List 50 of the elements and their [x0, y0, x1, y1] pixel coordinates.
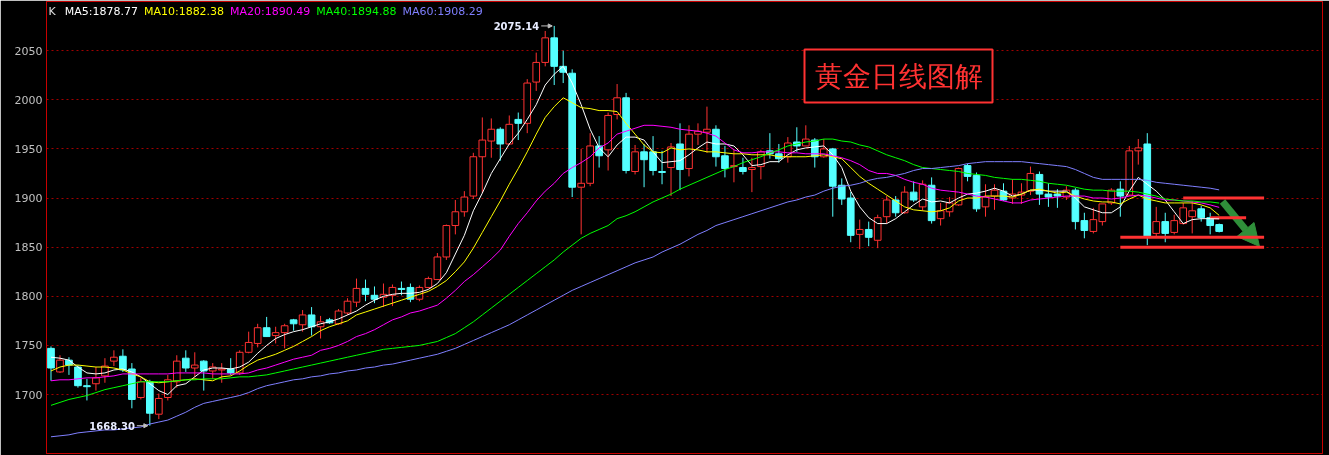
candlestick [873, 214, 882, 249]
candlestick [298, 309, 307, 333]
candlestick [199, 359, 208, 392]
candlestick [703, 106, 711, 154]
text: MA10:1882.38 [143, 5, 225, 18]
candlestick [667, 142, 675, 197]
candlestick [505, 114, 514, 146]
annotation: 1668.30 [89, 420, 135, 432]
candlestick [496, 126, 505, 162]
candlestick [909, 180, 918, 203]
candlestick [918, 179, 927, 212]
candlestick [92, 366, 100, 392]
candlestick [900, 185, 909, 215]
text: MA5:1878.77 [64, 5, 138, 18]
y-tick-label: 2050 [14, 44, 43, 58]
text: 黄金日线图解 [814, 59, 983, 93]
candlestick [748, 157, 756, 193]
line-series [50, 161, 1220, 438]
candlestick [882, 195, 891, 225]
legend-title: K [48, 5, 57, 18]
text: MA40:1894.88 [316, 5, 397, 18]
candlestick [613, 83, 621, 120]
y-tick-label: 1900 [14, 192, 43, 206]
candlestick [739, 157, 747, 175]
candlestick [190, 351, 199, 378]
y-tick-label: 1700 [14, 388, 43, 402]
text: MA20:1890.49 [230, 5, 311, 18]
candlestick [361, 279, 370, 302]
y-tick-label: 2000 [14, 93, 43, 107]
candlestick [1161, 212, 1170, 243]
candlestick [280, 323, 289, 349]
candlestick [110, 349, 118, 367]
candlestick [658, 150, 666, 185]
y-tick-label: 1750 [14, 339, 43, 353]
candlestick [631, 144, 639, 175]
y-tick-label: 1800 [14, 290, 43, 304]
candlestick [864, 221, 873, 247]
candlestick [137, 377, 145, 400]
annotation: 2075.14 [493, 20, 540, 32]
candlestick [262, 316, 271, 338]
y-tick-label: 1850 [14, 241, 43, 255]
candlestick [47, 345, 55, 382]
candlestick [307, 306, 316, 337]
candlestick [981, 183, 990, 218]
candlestick [181, 349, 190, 373]
candlestick [155, 393, 163, 420]
text: MA60:1908.29 [402, 5, 483, 18]
candlestick [514, 112, 523, 141]
candlestick [855, 219, 864, 250]
y-tick-label: 1950 [14, 142, 43, 156]
